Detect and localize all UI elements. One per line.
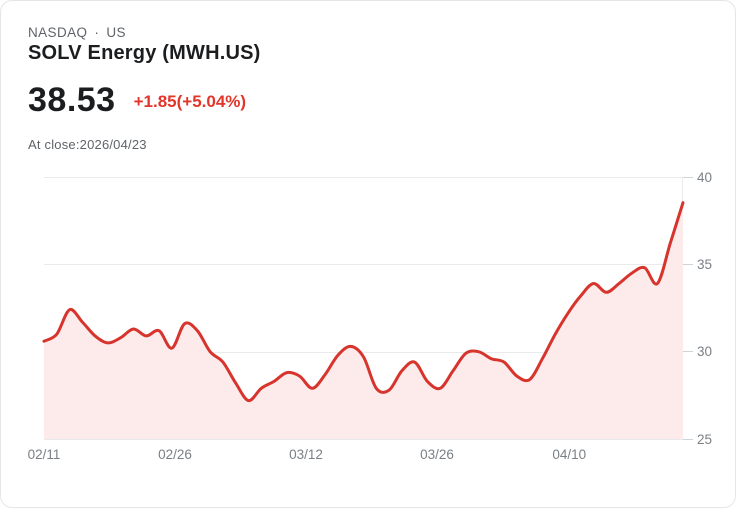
exchange-label: NASDAQ xyxy=(28,25,88,40)
y-tick-mark xyxy=(683,176,693,178)
y-tick-35: 35 xyxy=(683,256,712,272)
exchange-row: NASDAQ · US xyxy=(28,25,126,40)
last-price: 38.53 xyxy=(28,81,116,119)
x-tick-label-03-12: 03/12 xyxy=(289,447,323,462)
y-tick-40: 40 xyxy=(683,169,712,185)
y-tick-mark xyxy=(683,263,693,265)
y-tick-label: 35 xyxy=(697,256,713,272)
y-tick-label: 25 xyxy=(697,431,713,447)
x-tick-label-03-26: 03/26 xyxy=(420,447,454,462)
x-tick-label-02-11: 02/11 xyxy=(27,447,61,462)
price-change: +1.85(+5.04%) xyxy=(133,91,247,111)
separator-dot: · xyxy=(94,25,100,40)
y-tick-mark xyxy=(683,438,693,440)
price-chart[interactable] xyxy=(42,177,685,440)
stock-title: SOLV Energy (MWH.US) xyxy=(28,42,261,64)
y-tick-30: 30 xyxy=(683,344,712,360)
x-tick-label-04-10: 04/10 xyxy=(552,447,587,462)
price-row: 38.53 +1.85(+5.04%) xyxy=(28,81,246,120)
price-line-chart-canvas[interactable] xyxy=(42,177,685,440)
y-tick-label: 30 xyxy=(697,344,713,360)
x-tick-label-02-26: 02/26 xyxy=(158,447,192,462)
y-tick-25: 25 xyxy=(683,431,712,447)
region-label: US xyxy=(106,25,126,40)
price-line xyxy=(42,201,685,403)
price-area-fill xyxy=(44,202,683,439)
y-tick-label: 40 xyxy=(697,169,713,185)
y-tick-mark xyxy=(683,351,693,353)
as-of-close-label: At close:2026/04/23 xyxy=(28,137,147,152)
